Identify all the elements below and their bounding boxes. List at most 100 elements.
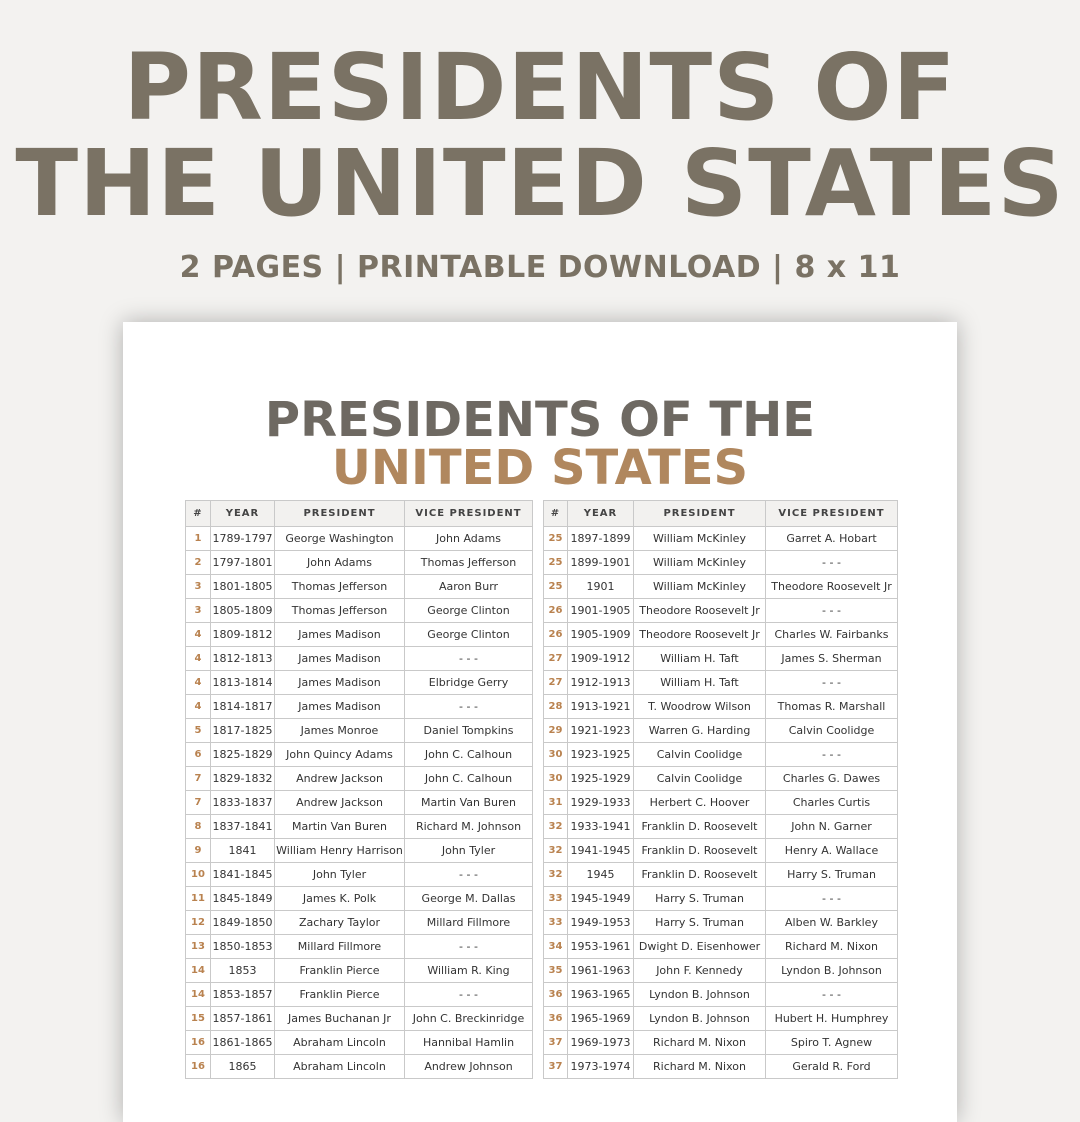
president-number: 32 [543,814,568,839]
table-row: 26 1901-1905 Theodore Roosevelt Jr - - - [543,598,898,623]
table-cell: Calvin Coolidge [765,718,898,743]
table-cell: James Buchanan Jr [274,1006,405,1031]
header-row: # YEAR PRESIDENT VICE PRESIDENT [185,500,533,527]
table-row: 11 1845-1849 James K. Polk George M. Dallas [185,886,533,911]
table-row: 37 1969-1973 Richard M. Nixon Spiro T. Agne… [543,1030,898,1055]
president-number: 29 [543,718,568,743]
table-cell: 1913-1921 [567,694,634,719]
table-row: 4 1812-1813 James Madison - - - [185,646,533,671]
table-cell: Daniel Tompkins [404,718,533,743]
president-number: 32 [543,838,568,863]
table-cell: Hannibal Hamlin [404,1030,533,1055]
subtitle: 2 PAGES | PRINTABLE DOWNLOAD | 8 x 11 [179,250,901,285]
president-number: 1 [185,526,211,551]
table-cell: 1857-1861 [210,1006,275,1031]
table-row: 33 1945-1949 Harry S. Truman - - - [543,886,898,911]
table-row: 1 1789-1797 George Washington John Adams [185,526,533,551]
table-cell: Harry S. Truman [633,886,766,911]
table-cell: Calvin Coolidge [633,766,766,791]
table-cell: 1901 [567,574,634,599]
president-number: 25 [543,550,568,575]
table-cell: 1933-1941 [567,814,634,839]
table-cell: George Clinton [404,598,533,623]
table-cell: Herbert C. Hoover [633,790,766,815]
table-row: 13 1850-1853 Millard Fillmore - - - [185,934,533,959]
table-cell: Andrew Jackson [274,766,405,791]
table-cell: 1963-1965 [567,982,634,1007]
table-cell: 1853-1857 [210,982,275,1007]
table-cell: 1850-1853 [210,934,275,959]
table-cell: 1841 [210,838,275,863]
table-cell: Richard M. Johnson [404,814,533,839]
table-row: 25 1901 William McKinley Theodore Roosevelt… [543,574,898,599]
table-cell: Spiro T. Agnew [765,1030,898,1055]
table-cell: Franklin D. Roosevelt [633,862,766,887]
table-cell: James K. Polk [274,886,405,911]
table-row: 6 1825-1829 John Quincy Adams John C. Calho… [185,742,533,767]
table-row: 31 1929-1933 Herbert C. Hoover Charles Curt… [543,790,898,815]
table-row: 35 1961-1963 John F. Kennedy Lyndon B. John… [543,958,898,983]
table-cell: 1961-1963 [567,958,634,983]
president-number: 25 [543,574,568,599]
table-cell: 1801-1805 [210,574,275,599]
table-cell: Richard M. Nixon [765,934,898,959]
table-row: 15 1857-1861 James Buchanan Jr John C. Brec… [185,1006,533,1031]
table-cell: Calvin Coolidge [633,742,766,767]
table-cell: William McKinley [633,574,766,599]
table-cell: 1899-1901 [567,550,634,575]
table-cell: Zachary Taylor [274,910,405,935]
table-cell: - - - [765,598,898,623]
president-number: 37 [543,1054,568,1079]
president-number: 33 [543,910,568,935]
table-row: 7 1833-1837 Andrew Jackson Martin Van Buren [185,790,533,815]
table-cell: - - - [765,982,898,1007]
table-cell: Thomas Jefferson [274,574,405,599]
table-cell: John N. Garner [765,814,898,839]
president-number: 4 [185,622,211,647]
president-number: 4 [185,694,211,719]
column-header: VICE PRESIDENT [765,500,898,527]
president-number: 28 [543,694,568,719]
table-row: 14 1853-1857 Franklin Pierce - - - [185,982,533,1007]
table-cell: Harry S. Truman [633,910,766,935]
table-cell: James S. Sherman [765,646,898,671]
table-row: 2 1797-1801 John Adams Thomas Jefferson [185,550,533,575]
table-cell: John C. Calhoun [404,766,533,791]
table-cell: Abraham Lincoln [274,1054,405,1079]
table-cell: 1909-1912 [567,646,634,671]
table-cell: Dwight D. Eisenhower [633,934,766,959]
table-cell: T. Woodrow Wilson [633,694,766,719]
document-title: PRESIDENTS OF THE [264,392,816,448]
president-number: 27 [543,646,568,671]
table-cell: 1817-1825 [210,718,275,743]
table-row: 37 1973-1974 Richard M. Nixon Gerald R. For… [543,1054,898,1079]
table-cell: Harry S. Truman [765,862,898,887]
table-cell: 1841-1845 [210,862,275,887]
table-row: 4 1809-1812 James Madison George Clinton [185,622,533,647]
table-row: 8 1837-1841 Martin Van Buren Richard M. Joh… [185,814,533,839]
column-header: VICE PRESIDENT [404,500,533,527]
president-number: 3 [185,574,211,599]
table-cell: Franklin Pierce [274,958,405,983]
table-row: 29 1921-1923 Warren G. Harding Calvin Cooli… [543,718,898,743]
table-cell: Abraham Lincoln [274,1030,405,1055]
president-number: 16 [185,1054,211,1079]
president-number: 12 [185,910,211,935]
president-number: 8 [185,814,211,839]
table-cell: - - - [404,646,533,671]
table-cell: - - - [765,670,898,695]
table-cell: 1945-1949 [567,886,634,911]
table-cell: - - - [765,742,898,767]
president-number: 2 [185,550,211,575]
table-cell: Elbridge Gerry [404,670,533,695]
president-number: 27 [543,670,568,695]
president-number: 30 [543,742,568,767]
table-row: 16 1865 Abraham Lincoln Andrew Johnson [185,1054,533,1079]
table-cell: Franklin D. Roosevelt [633,814,766,839]
document-title: UNITED STATES [331,440,749,496]
table-row: 3 1805-1809 Thomas Jefferson George Clinton [185,598,533,623]
table-cell: Theodore Roosevelt Jr [633,622,766,647]
president-number: 4 [185,646,211,671]
table-row: 14 1853 Franklin Pierce William R. King [185,958,533,983]
table-cell: Richard M. Nixon [633,1054,766,1079]
